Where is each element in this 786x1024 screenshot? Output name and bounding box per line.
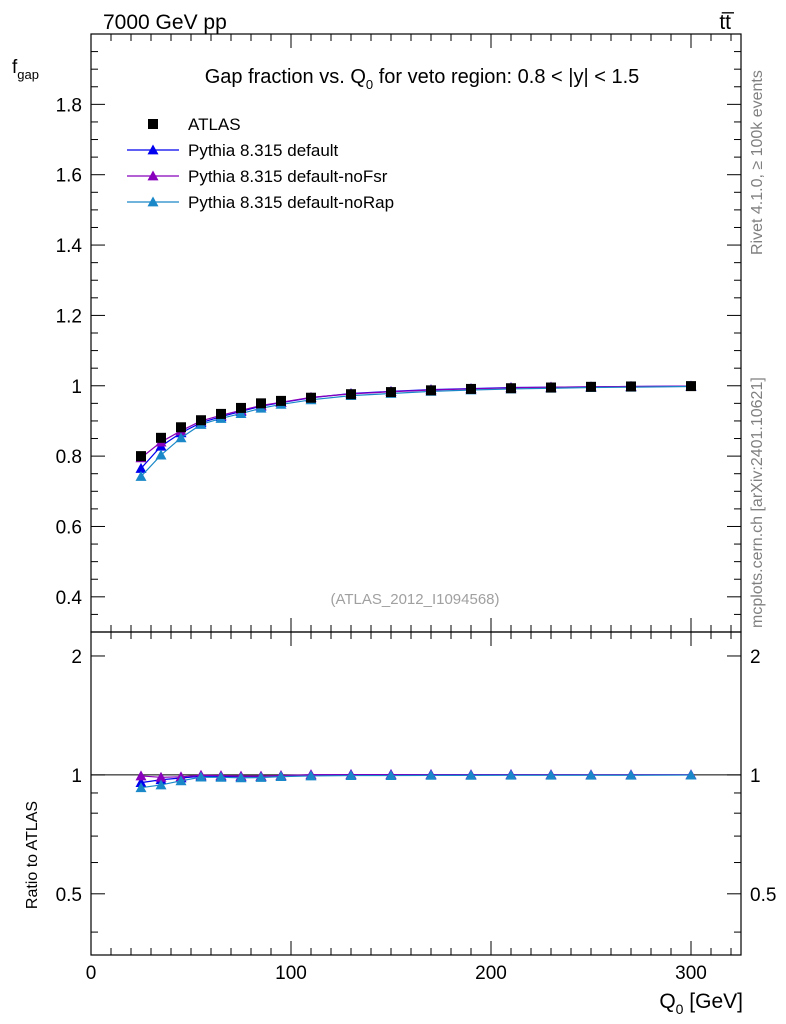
ratio-point xyxy=(135,777,147,788)
data-point xyxy=(235,408,247,418)
ratio-point xyxy=(505,769,517,780)
rivet-version-label: Rivet 4.1.0, ≥ 100k events xyxy=(749,70,766,255)
ratio-point xyxy=(425,769,437,780)
legend-marker-triangle xyxy=(147,196,159,207)
legend-label: ATLAS xyxy=(188,115,241,134)
ratio-plot-frame xyxy=(90,631,742,956)
series-line xyxy=(140,385,692,469)
atlas-data-point xyxy=(626,381,636,392)
analysis-id-label: (ATLAS_2012_I1094568) xyxy=(330,591,499,608)
atlas-data-point xyxy=(306,392,316,403)
plot-title: Gap fraction vs. Q0 for veto region: 0.8… xyxy=(205,66,640,92)
header-energy-label: 7000 GeV pp xyxy=(103,11,227,34)
atlas-data-point xyxy=(386,387,396,398)
ratio-y-tick-label: 2 xyxy=(71,647,82,668)
x-tick-label: 100 xyxy=(275,963,307,984)
series-line xyxy=(140,385,692,477)
y-tick-label: 1.2 xyxy=(56,306,82,327)
ratio-point xyxy=(625,769,637,780)
ratio-point xyxy=(155,771,167,782)
ratio-point xyxy=(135,782,147,793)
ratio-y-tick-label: 1 xyxy=(71,766,82,787)
data-point xyxy=(135,462,147,473)
legend-marker-triangle xyxy=(147,170,159,181)
x-tick-label: 300 xyxy=(675,963,707,984)
ratio-point xyxy=(155,779,167,790)
data-point xyxy=(135,471,147,481)
ratio-point xyxy=(135,770,147,781)
y-tick-label: 1 xyxy=(71,377,82,398)
ratio-point xyxy=(195,771,207,782)
ratio-point xyxy=(275,771,287,782)
atlas-data-point xyxy=(136,451,146,462)
ratio-point xyxy=(235,772,247,783)
y-tick-label: 0.6 xyxy=(56,517,82,538)
atlas-data-point xyxy=(586,381,596,392)
ratio-point xyxy=(465,769,477,780)
atlas-data-point xyxy=(276,395,286,406)
atlas-data-point xyxy=(236,402,246,413)
y-tick-label: 0.4 xyxy=(56,588,83,609)
ratio-point xyxy=(685,769,697,780)
ratio-y-tick-label: 0.5 xyxy=(56,885,82,906)
atlas-data-point xyxy=(256,398,266,409)
atlas-data-point xyxy=(426,385,436,396)
ratio-point xyxy=(215,771,227,782)
ratio-point xyxy=(545,769,557,780)
data-point xyxy=(155,449,167,460)
main-ylabel: fgap xyxy=(12,57,39,82)
legend-label: Pythia 8.315 default-noFsr xyxy=(188,167,388,186)
atlas-data-point xyxy=(216,408,226,419)
y-tick-label: 0.8 xyxy=(56,447,82,468)
ratio-ylabel: Ratio to ATLAS xyxy=(24,801,41,909)
atlas-data-point xyxy=(546,382,556,393)
ratio-point xyxy=(305,770,317,781)
x-axis-label: Q0 [GeV] xyxy=(659,990,743,1017)
legend-label: Pythia 8.315 default-noRap xyxy=(188,193,394,212)
ratio-point xyxy=(255,771,267,782)
atlas-data-point xyxy=(346,389,356,400)
x-tick-label: 200 xyxy=(475,963,507,984)
atlas-data-point xyxy=(176,422,186,433)
ratio-y-tick-label-right: 0.5 xyxy=(750,885,776,906)
legend-marker-triangle xyxy=(147,144,159,155)
legend-label: Pythia 8.315 default xyxy=(188,141,339,160)
x-tick-label: 0 xyxy=(86,963,97,984)
legend-marker-square xyxy=(148,119,158,129)
atlas-data-point xyxy=(466,383,476,394)
atlas-data-point xyxy=(196,415,206,426)
atlas-data-point xyxy=(686,381,696,392)
ratio-y-tick-label-right: 1 xyxy=(750,766,761,787)
y-tick-label: 1.6 xyxy=(56,166,82,187)
y-tick-label: 1.4 xyxy=(56,236,83,257)
ratio-point xyxy=(585,769,597,780)
ratio-y-tick-label-right: 2 xyxy=(750,647,761,668)
ratio-point xyxy=(345,770,357,780)
data-point xyxy=(175,432,187,443)
atlas-data-point xyxy=(506,383,516,394)
ratio-point xyxy=(175,775,187,786)
mcplots-label: mcplots.cern.ch [arXiv:2401.10621] xyxy=(749,377,766,628)
header-process-label: tt̅ xyxy=(719,11,735,34)
atlas-data-point xyxy=(156,432,166,443)
y-tick-label: 1.8 xyxy=(56,95,82,116)
ratio-point xyxy=(385,770,397,780)
